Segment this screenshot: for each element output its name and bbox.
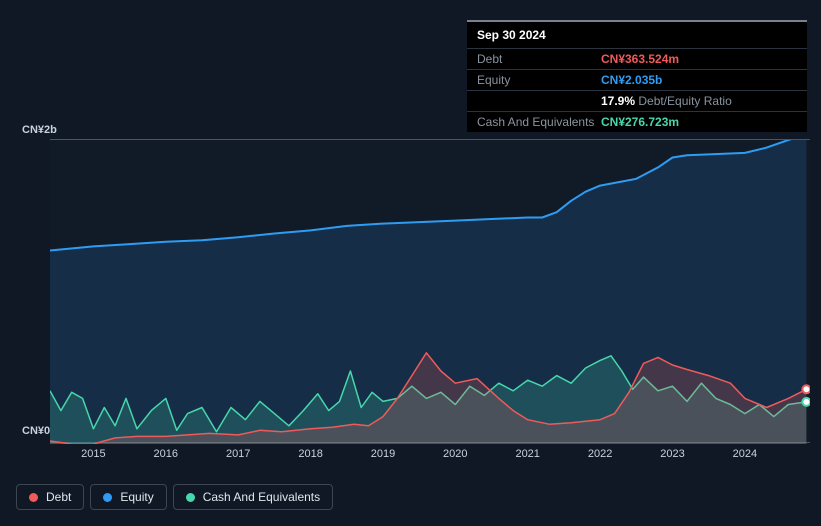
x-axis-tick-label: 2021	[515, 448, 539, 460]
x-axis-tick-label: 2019	[371, 448, 395, 460]
tooltip-row-value: CN¥276.723m	[601, 115, 797, 129]
chart-svg	[50, 140, 810, 444]
legend-swatch	[103, 493, 112, 502]
legend-swatch	[29, 493, 38, 502]
x-axis-tick-label: 2016	[154, 448, 178, 460]
series-marker	[802, 385, 810, 393]
chart-legend: Debt Equity Cash And Equivalents	[16, 484, 333, 510]
tooltip-row: EquityCN¥2.035b	[467, 70, 807, 91]
x-axis-tick-label: 2023	[660, 448, 684, 460]
tooltip-row-value: CN¥2.035b	[601, 73, 797, 87]
legend-label: Debt	[46, 490, 71, 504]
series-marker	[802, 398, 810, 406]
x-axis-tick-label: 2017	[226, 448, 250, 460]
tooltip-row-label: Equity	[477, 73, 601, 87]
x-axis-tick-label: 2018	[298, 448, 322, 460]
tooltip-row: Cash And EquivalentsCN¥276.723m	[467, 112, 807, 132]
tooltip-date: Sep 30 2024	[467, 22, 807, 49]
chart-plot-area[interactable]	[50, 139, 810, 443]
y-axis-min-label: CN¥0	[22, 425, 50, 437]
x-axis-tick-label: 2024	[733, 448, 757, 460]
x-axis-tick-label: 2022	[588, 448, 612, 460]
y-axis-max-label: CN¥2b	[22, 124, 57, 136]
tooltip-row: 17.9% Debt/Equity Ratio	[467, 91, 807, 112]
legend-item-debt[interactable]: Debt	[16, 484, 84, 510]
tooltip-row-label	[477, 94, 601, 108]
legend-swatch	[186, 493, 195, 502]
legend-label: Equity	[120, 490, 153, 504]
tooltip-row-value: CN¥363.524m	[601, 52, 797, 66]
tooltip-row-label: Debt	[477, 52, 601, 66]
legend-label: Cash And Equivalents	[203, 490, 320, 504]
data-tooltip: Sep 30 2024 DebtCN¥363.524mEquityCN¥2.03…	[467, 20, 807, 132]
x-axis-tick-label: 2020	[443, 448, 467, 460]
x-axis-labels: 2015 2016 2017 2018 2019 2020 2021 2022 2023 2024	[50, 448, 810, 464]
legend-item-equity[interactable]: Equity	[90, 484, 166, 510]
x-axis-tick-label: 2015	[81, 448, 105, 460]
tooltip-row-value: 17.9% Debt/Equity Ratio	[601, 94, 797, 108]
tooltip-row: DebtCN¥363.524m	[467, 49, 807, 70]
tooltip-row-label: Cash And Equivalents	[477, 115, 601, 129]
legend-item-cash-and-equivalents[interactable]: Cash And Equivalents	[173, 484, 333, 510]
